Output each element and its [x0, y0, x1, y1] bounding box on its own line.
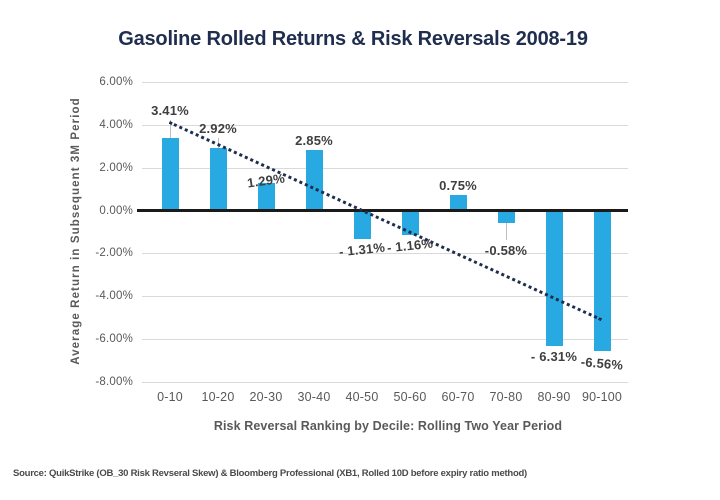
- bar-40-50: [353, 210, 371, 239]
- y-tick-label: 0.00%: [99, 204, 133, 217]
- bar-value-label: 0.75%: [439, 177, 477, 193]
- x-tick-label: 10-20: [201, 390, 235, 404]
- x-tick-label: 80-90: [537, 390, 571, 404]
- trend-line: [168, 121, 602, 322]
- x-tick-label: 40-50: [345, 390, 379, 404]
- bar-value-label: -6.56%: [580, 354, 624, 373]
- y-tick-label: 6.00%: [99, 76, 133, 88]
- zero-axis-line: [137, 209, 628, 213]
- y-axis-tick-labels: 6.00% 4.00% 2.00% 0.00% -2.00% -4.00% -6.00% -8…: [55, 76, 133, 388]
- y-tick-label: -4.00%: [95, 290, 133, 303]
- bar-10-20: [209, 148, 227, 211]
- y-tick-label: 2.00%: [99, 161, 133, 174]
- gridline: [142, 382, 628, 383]
- gridline: [142, 167, 628, 169]
- y-tick-label: -6.00%: [95, 333, 133, 346]
- plot-area: 3.41% 2.92% 1.29% 2.85% - 1.31% - 1.16% 0.75% -…: [137, 82, 628, 383]
- x-tick-label: 20-30: [249, 390, 283, 404]
- x-tick-label: 30-40: [297, 390, 331, 404]
- bar-value-label: 2.92%: [199, 121, 237, 136]
- bar-90-100: [593, 210, 611, 352]
- bar-80-90: [545, 210, 563, 346]
- label-leader-line: [218, 138, 219, 148]
- x-tick-label: 70-80: [489, 390, 523, 404]
- bar-0-10: [161, 137, 179, 211]
- bar-20-30: [257, 182, 275, 211]
- label-leader-line: [506, 223, 507, 240]
- bar-value-label: - 6.31%: [530, 348, 578, 364]
- x-axis-tick-labels: 0-10 10-20 20-30 30-40 40-50 50-60 60-70 70-80 8…: [142, 390, 628, 408]
- bar-30-40: [305, 149, 323, 211]
- bar-60-70: [449, 194, 467, 211]
- chart-title: Gasoline Rolled Returns & Risk Reversals…: [118, 28, 588, 50]
- label-leader-line: [170, 119, 171, 138]
- source-note: Source: QuikStrike (OB_30 Risk Revseral …: [13, 468, 527, 479]
- gridline: [142, 296, 628, 298]
- x-tick-label: 50-60: [393, 390, 427, 404]
- x-tick-label: 0-10: [157, 390, 183, 404]
- x-tick-label: 60-70: [441, 390, 475, 404]
- gridline: [142, 339, 628, 341]
- y-tick-label: -2.00%: [95, 247, 133, 260]
- bar-value-label: 2.85%: [295, 132, 333, 148]
- y-tick-label: 4.00%: [99, 118, 133, 131]
- bar-value-label: 3.41%: [151, 102, 189, 118]
- bar-50-60: [401, 210, 419, 236]
- gridline: [142, 124, 628, 126]
- gridline: [142, 82, 628, 83]
- y-tick-label: -8.00%: [95, 376, 133, 388]
- bar-value-label: -0.58%: [484, 243, 528, 258]
- x-axis-title: Risk Reversal Ranking by Decile: Rolling…: [213, 419, 563, 433]
- bar-70-80: [497, 210, 515, 223]
- gridline: [142, 253, 628, 255]
- x-tick-label: 90-100: [581, 390, 623, 404]
